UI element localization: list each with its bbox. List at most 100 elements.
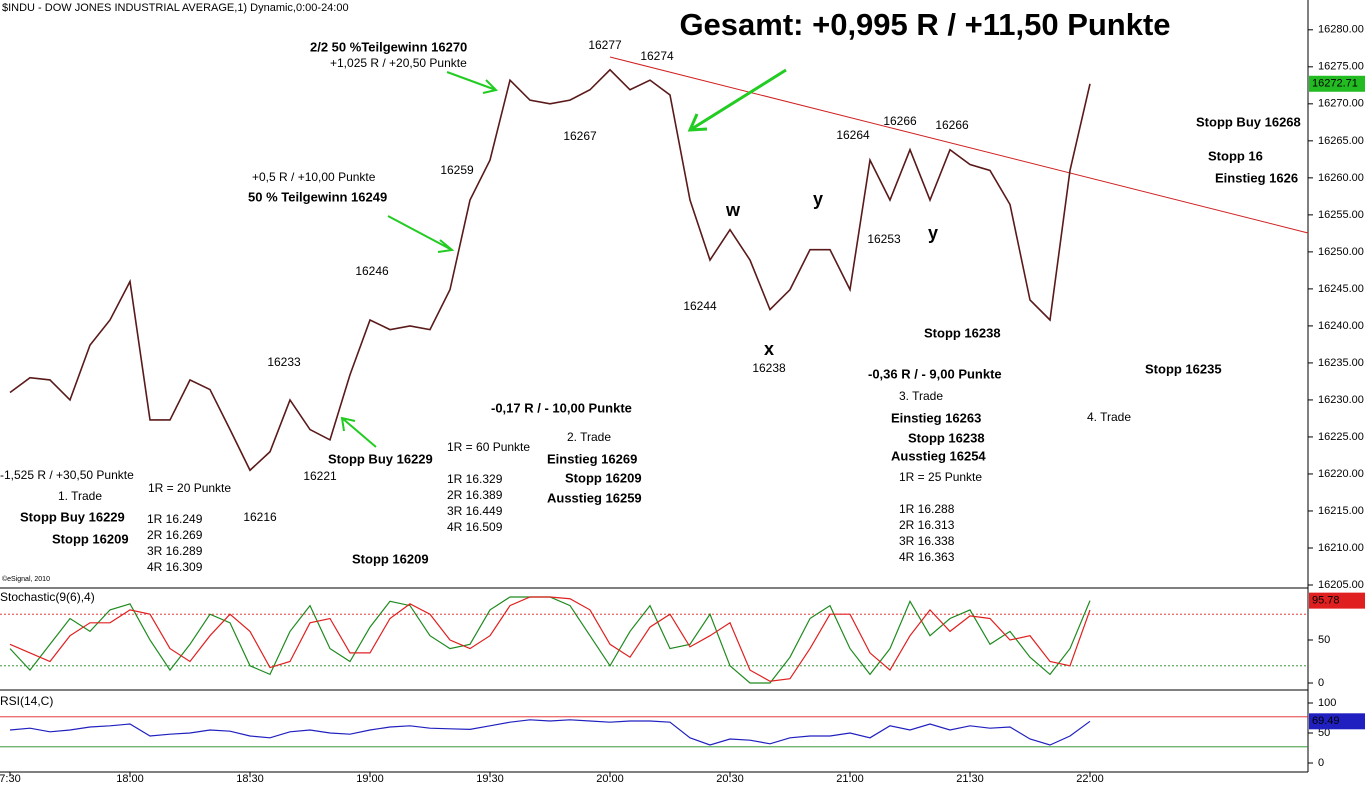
annotation: 1R = 25 Punkte: [899, 470, 982, 484]
annotation: 16274: [640, 49, 674, 63]
annotation: 16259: [440, 163, 474, 177]
annotation: Stopp Buy 16229: [20, 509, 125, 524]
annotation: 16233: [267, 355, 301, 369]
annotation: Stopp 16209: [52, 531, 129, 546]
annotation: 3R 16.289: [147, 544, 203, 558]
annotation: -1,525 R / +30,50 Punkte: [0, 468, 134, 482]
annotation: 16264: [836, 128, 870, 142]
last-value-box: [1309, 592, 1365, 609]
annotation: 3. Trade: [899, 389, 943, 403]
annotation: 2. Trade: [567, 430, 611, 444]
annotation: w: [725, 200, 741, 220]
x-tick-label: 19:30: [476, 773, 504, 785]
chart-title: $INDU - DOW JONES INDUSTRIAL AVERAGE,1) …: [2, 2, 349, 14]
credit: ©eSignal, 2010: [2, 575, 50, 583]
y-tick-label: 16260.00: [1318, 172, 1364, 184]
panel-title: RSI(14,C): [0, 694, 53, 708]
annotation: 16238: [752, 361, 786, 375]
annotation: 1R = 20 Punkte: [148, 481, 231, 495]
y-tick-label: 0: [1318, 757, 1324, 769]
y-tick-label: 0: [1318, 677, 1324, 689]
y-tick-label: 16235.00: [1318, 357, 1364, 369]
annotation: 4. Trade: [1087, 410, 1131, 424]
annotation: Stopp 16238: [924, 325, 1001, 340]
last-value-box: [1309, 713, 1365, 730]
annotation: 16277: [588, 38, 622, 52]
annotation: 2/2 50 %Teilgewinn 16270: [310, 39, 467, 54]
x-tick-label: 7:30: [0, 773, 21, 785]
annotation: 16266: [935, 118, 969, 132]
annotation: 16266: [883, 114, 917, 128]
panel-title: Stochastic(9(6),4): [0, 590, 95, 604]
y-tick-label: 16270.00: [1318, 98, 1364, 110]
x-tick-label: 21:30: [956, 773, 984, 785]
annotation: 1R 16.249: [147, 512, 203, 526]
y-tick-label: 100: [1318, 697, 1336, 709]
series-line: [9, 68, 1091, 472]
annotation: Einstieg 16263: [891, 410, 981, 425]
annotation: 3R 16.338: [899, 534, 955, 548]
annotation: Stopp 16209: [352, 551, 429, 566]
annotation: Einstieg 16269: [547, 451, 637, 466]
annotation: +0,5 R / +10,00 Punkte: [252, 170, 376, 184]
arrow: [387, 215, 455, 253]
x-tick-label: 20:30: [716, 773, 744, 785]
trend-line: [609, 56, 1309, 234]
annotation: 50 % Teilgewinn 16249: [248, 189, 387, 204]
annotation: Ausstieg 16259: [547, 490, 642, 505]
annotation: Stopp 16235: [1145, 361, 1222, 376]
annotation: Stopp 16238: [908, 430, 985, 445]
y-tick-label: 50: [1318, 634, 1330, 646]
annotation: x: [764, 339, 774, 359]
annotation: y: [928, 223, 938, 243]
series-line: [9, 596, 1091, 682]
annotation: 1R = 60 Punkte: [447, 440, 530, 454]
annotation: 16244: [683, 299, 717, 313]
last-value-box: [1309, 75, 1365, 92]
arrow: [687, 68, 787, 132]
annotation: 2R 16.313: [899, 518, 955, 532]
x-tick-label: 19:00: [356, 773, 384, 785]
annotation: +1,025 R / +20,50 Punkte: [330, 56, 467, 70]
y-tick-label: 50: [1318, 727, 1330, 739]
x-tick-label: 21:00: [836, 773, 864, 785]
y-tick-label: 16245.00: [1318, 283, 1364, 295]
annotation: 4R 16.363: [899, 550, 955, 564]
y-tick-label: 16215.00: [1318, 505, 1364, 517]
x-tick-label: 22:00: [1076, 773, 1104, 785]
annotation: 3R 16.449: [447, 504, 503, 518]
annotation: 16221: [303, 469, 337, 483]
annotation: 2R 16.269: [147, 528, 203, 542]
annotation: y: [813, 189, 823, 209]
annotation: 16267: [563, 129, 597, 143]
y-tick-label: 16280.00: [1318, 24, 1364, 36]
y-tick-label: 16255.00: [1318, 209, 1364, 221]
annotation: 16253: [867, 232, 901, 246]
annotation: -0,36 R / - 9,00 Punkte: [868, 366, 1002, 381]
annotation: 4R 16.309: [147, 560, 203, 574]
annotation: Stopp 16209: [565, 470, 642, 485]
annotation: 1. Trade: [58, 489, 102, 503]
arrow: [446, 71, 498, 94]
annotation: 1R 16.288: [899, 502, 955, 516]
y-tick-label: 16240.00: [1318, 320, 1364, 332]
y-tick-label: 16225.00: [1318, 431, 1364, 443]
y-tick-label: 16250.00: [1318, 246, 1364, 258]
last-value-label: 69.49: [1312, 715, 1340, 727]
x-tick-label: 18:30: [236, 773, 264, 785]
y-tick-label: 16275.00: [1318, 61, 1364, 73]
x-tick-label: 20:00: [596, 773, 624, 785]
annotation: Stopp Buy 16268: [1196, 114, 1301, 129]
annotation: Einstieg 1626: [1215, 170, 1298, 185]
annotation: 16216: [243, 510, 277, 524]
y-tick-label: 16230.00: [1318, 394, 1364, 406]
annotation: -0,17 R / - 10,00 Punkte: [491, 400, 632, 415]
arrow: [340, 416, 377, 448]
y-tick-label: 16220.00: [1318, 468, 1364, 480]
y-tick-label: 16205.00: [1318, 579, 1364, 591]
headline: Gesamt: +0,995 R / +11,50 Punkte: [679, 7, 1170, 42]
series-line: [9, 719, 1091, 746]
annotation: 16246: [355, 264, 389, 278]
